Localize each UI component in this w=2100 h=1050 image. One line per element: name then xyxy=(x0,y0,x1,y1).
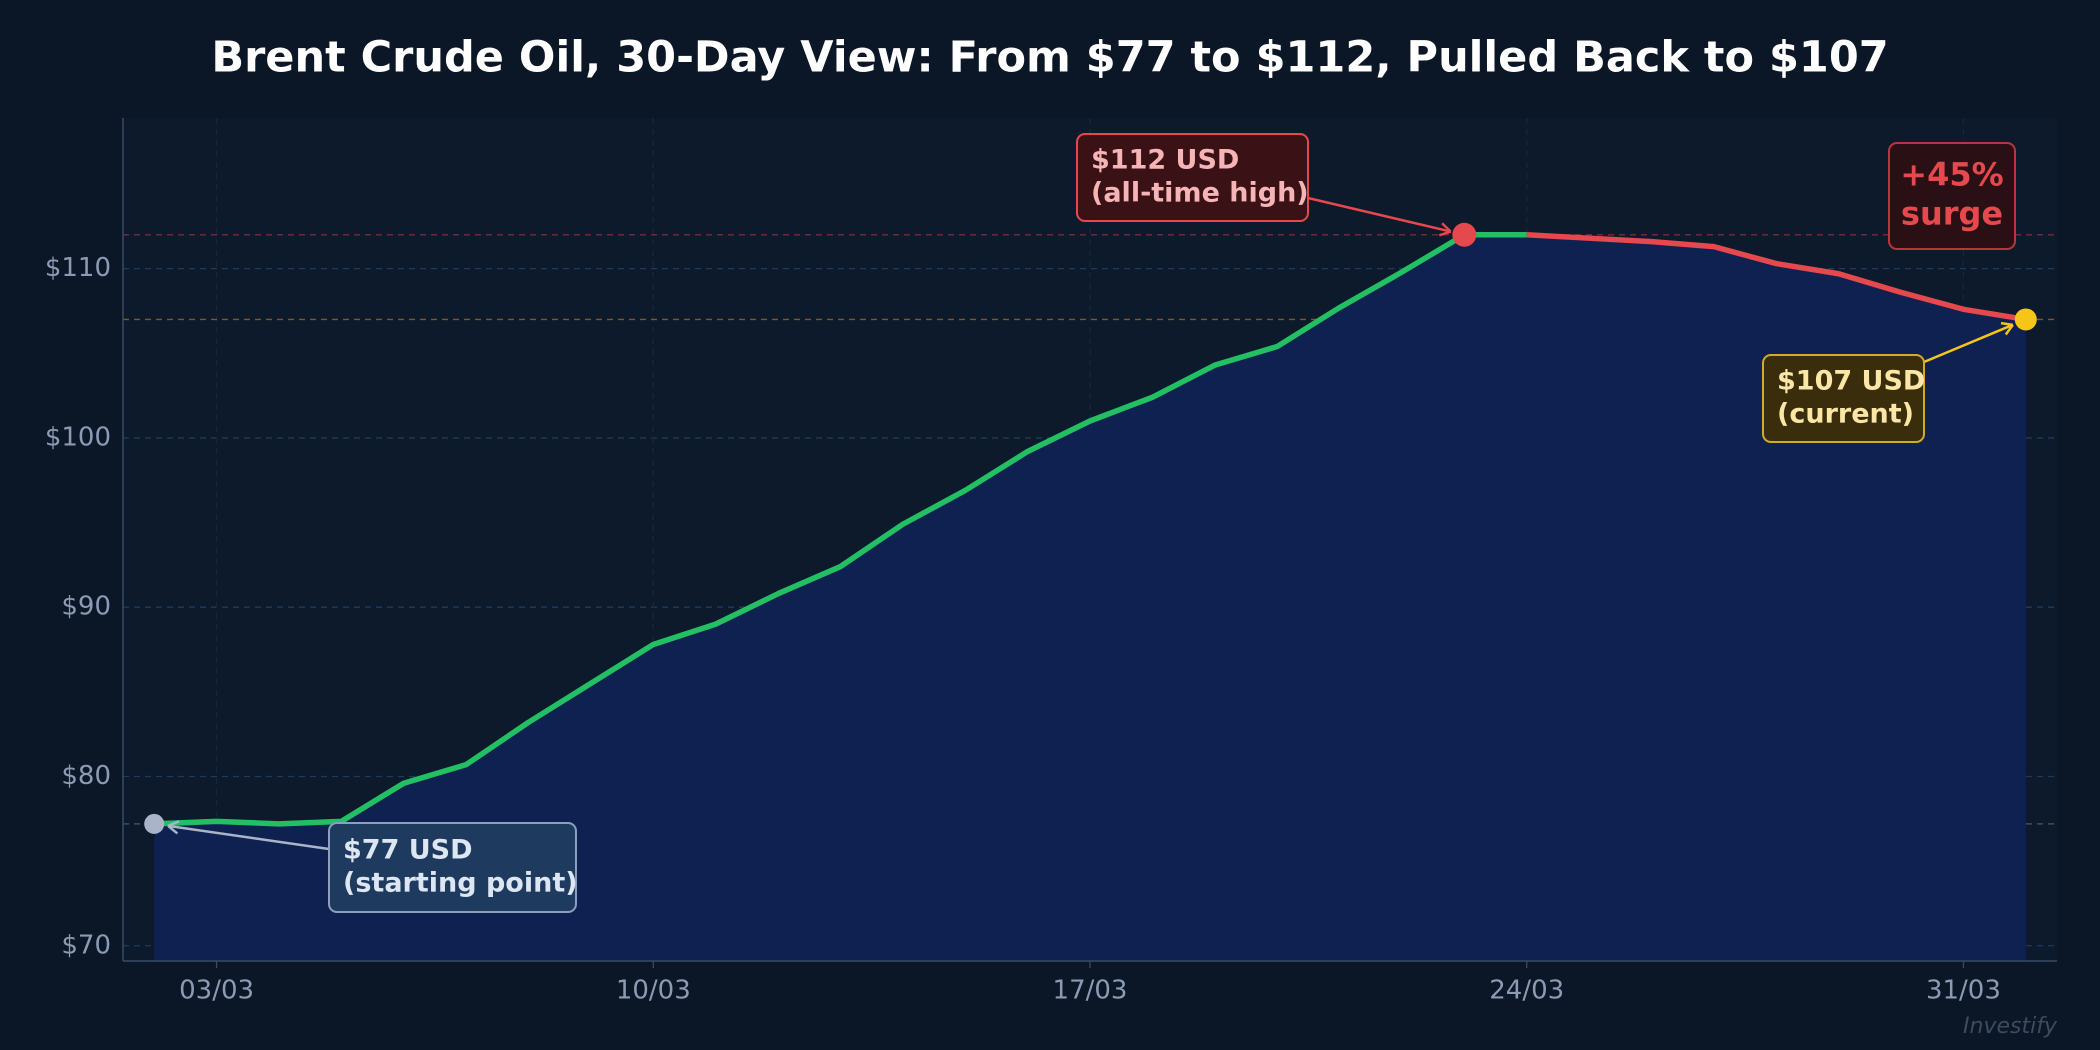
x-tick-label: 17/03 xyxy=(1053,976,1128,1006)
y-tick-label: $110 xyxy=(45,253,111,283)
price-line xyxy=(154,232,1527,827)
high-marker xyxy=(1452,222,1477,247)
x-tick-label: 10/03 xyxy=(616,976,691,1006)
x-tick-label: 24/03 xyxy=(1489,976,1564,1006)
annotation-text: +45% xyxy=(1900,155,2003,193)
annotation-box xyxy=(328,822,577,913)
y-tick-label: $80 xyxy=(61,761,111,791)
start-marker xyxy=(144,813,165,834)
annotation-arrow xyxy=(1923,323,2014,364)
x-tick-label: 31/03 xyxy=(1926,976,2001,1006)
arrow-head xyxy=(1438,222,1452,237)
annotation-box xyxy=(1762,354,1925,443)
y-tick-label: $90 xyxy=(61,592,111,622)
x-tick-label: 03/03 xyxy=(179,976,254,1006)
annotation-text: $77 USD xyxy=(343,835,473,866)
annotation-text: (all-time high) xyxy=(1091,177,1309,208)
watermark: Investify xyxy=(1963,1014,2058,1039)
current-marker xyxy=(2014,308,2037,331)
price-line xyxy=(1526,232,2027,323)
annotation-text: surge xyxy=(1901,195,2003,233)
arrow-head xyxy=(2000,321,2014,336)
annotation-text: $107 USD xyxy=(1777,366,1925,397)
arrow-head xyxy=(167,820,180,835)
y-tick-label: $100 xyxy=(45,422,111,452)
y-tick-label: $70 xyxy=(61,930,111,960)
annotation-text: $112 USD xyxy=(1091,145,1239,176)
chart-title: Brent Crude Oil, 30-Day View: From $77 t… xyxy=(211,33,1888,83)
annotation-arrow xyxy=(1307,196,1451,233)
annotation-box xyxy=(1888,142,2016,250)
area-fill xyxy=(154,234,2026,961)
annotation-box xyxy=(1076,133,1309,222)
annotation-text: (starting point) xyxy=(343,867,578,898)
annotation-text: (current) xyxy=(1777,398,1914,429)
annotation-arrow xyxy=(167,824,330,851)
